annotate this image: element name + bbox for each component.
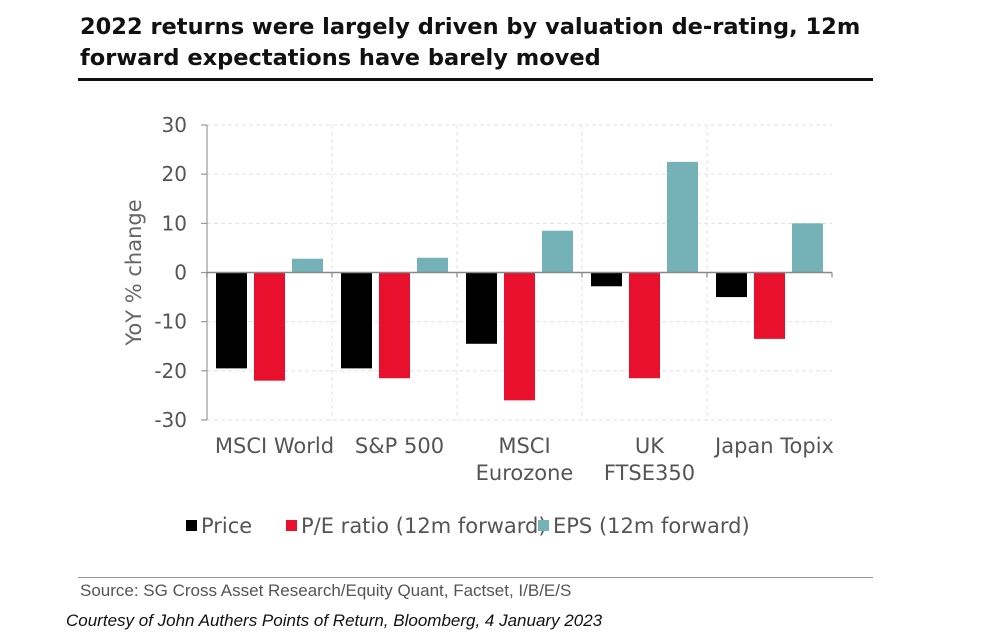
- legend-swatch-0: [186, 520, 197, 531]
- title-divider: [78, 78, 873, 81]
- bar-pe-1: [379, 272, 410, 379]
- legend-label-1: P/E ratio (12m forward): [301, 514, 547, 538]
- bar-price-4: [716, 272, 747, 298]
- axis-labels: 30 20 10 0 -10 -20 -30 YoY % change MSCI World S&…: [122, 113, 834, 485]
- bar-pe-2: [504, 272, 535, 401]
- source-divider: [78, 577, 873, 578]
- legend-swatch-1: [286, 520, 297, 531]
- bar-eps-0: [292, 258, 323, 273]
- bar-pe-3: [629, 272, 660, 379]
- x-category-label: UK FTSE350: [604, 434, 695, 485]
- bar-eps-1: [417, 257, 448, 273]
- bar-pe-4: [754, 272, 785, 339]
- bar-pe-0: [254, 272, 285, 381]
- y-tick-label: 0: [174, 261, 187, 285]
- source-note: Source: SG Cross Asset Research/Equity Q…: [80, 581, 572, 600]
- x-category-label: S&P 500: [355, 434, 444, 458]
- bar-eps-4: [792, 223, 823, 273]
- x-category-label: MSCI Eurozone: [476, 434, 574, 485]
- credit-note: Courtesy of John Authers Points of Retur…: [66, 611, 603, 630]
- bar-eps-2: [542, 230, 573, 273]
- y-tick-label: 30: [162, 113, 187, 137]
- x-category-label: Japan Topix: [713, 434, 834, 458]
- bar-price-1: [341, 272, 372, 369]
- y-tick-label: -20: [154, 359, 187, 383]
- bar-price-3: [591, 272, 622, 287]
- y-tick-label: -30: [154, 408, 187, 432]
- bars: [216, 161, 823, 401]
- bar-eps-3: [667, 161, 698, 273]
- bar-price-0: [216, 272, 247, 369]
- y-tick-label: 10: [162, 211, 187, 235]
- legend-swatch-2: [538, 520, 549, 531]
- x-category-label: MSCI World: [215, 434, 334, 458]
- legend-label-2: EPS (12m forward): [553, 514, 750, 538]
- chart-title: 2022 returns were largely driven by valu…: [80, 14, 861, 71]
- y-tick-label: -10: [154, 310, 187, 334]
- y-tick-label: 20: [162, 162, 187, 186]
- y-axis-title: YoY % change: [122, 199, 146, 346]
- legend: Price P/E ratio (12m forward) EPS (12m for…: [186, 514, 750, 538]
- axes: [201, 124, 833, 421]
- bar-price-2: [466, 272, 497, 344]
- legend-label-0: Price: [201, 514, 252, 538]
